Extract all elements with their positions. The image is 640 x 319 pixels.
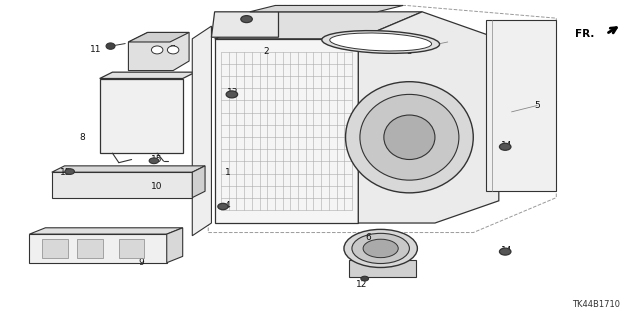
Ellipse shape xyxy=(226,91,237,98)
Bar xyxy=(77,239,103,258)
Text: TK44B1710: TK44B1710 xyxy=(572,300,620,309)
Ellipse shape xyxy=(384,115,435,160)
Ellipse shape xyxy=(322,31,440,53)
Ellipse shape xyxy=(330,33,431,51)
Ellipse shape xyxy=(344,229,417,268)
Text: 10: 10 xyxy=(152,182,163,191)
Ellipse shape xyxy=(499,248,511,255)
Polygon shape xyxy=(250,5,403,12)
Text: 12: 12 xyxy=(356,280,367,289)
Ellipse shape xyxy=(346,82,473,193)
Ellipse shape xyxy=(361,276,369,281)
Text: 4: 4 xyxy=(225,201,230,210)
Ellipse shape xyxy=(168,46,179,54)
Text: FR.: FR. xyxy=(575,29,595,39)
Text: 6: 6 xyxy=(365,233,371,242)
Ellipse shape xyxy=(499,143,511,150)
Bar xyxy=(119,239,145,258)
Text: 7: 7 xyxy=(169,45,175,55)
Text: 1: 1 xyxy=(225,168,230,177)
Text: 14: 14 xyxy=(501,141,513,150)
Polygon shape xyxy=(100,78,182,153)
Text: 13: 13 xyxy=(227,88,238,97)
Ellipse shape xyxy=(65,169,74,174)
Ellipse shape xyxy=(106,43,115,49)
Text: 15: 15 xyxy=(60,168,72,177)
Ellipse shape xyxy=(241,16,252,23)
Polygon shape xyxy=(52,166,205,172)
Text: 15: 15 xyxy=(152,155,163,164)
Text: 8: 8 xyxy=(79,133,85,142)
Polygon shape xyxy=(167,228,182,263)
Polygon shape xyxy=(29,234,167,263)
Polygon shape xyxy=(129,33,189,70)
Text: 9: 9 xyxy=(138,258,144,267)
Polygon shape xyxy=(192,166,205,197)
Polygon shape xyxy=(129,33,189,42)
Polygon shape xyxy=(29,228,182,234)
Text: 3: 3 xyxy=(406,47,412,56)
Polygon shape xyxy=(192,26,211,236)
Ellipse shape xyxy=(360,94,459,180)
Ellipse shape xyxy=(149,158,159,164)
Bar xyxy=(42,239,68,258)
Text: 11: 11 xyxy=(90,45,101,55)
Polygon shape xyxy=(214,39,358,223)
Text: 14: 14 xyxy=(501,246,513,255)
Polygon shape xyxy=(100,72,195,78)
Ellipse shape xyxy=(352,233,410,263)
Polygon shape xyxy=(358,12,499,223)
Polygon shape xyxy=(486,20,556,191)
Ellipse shape xyxy=(363,239,398,258)
Text: 5: 5 xyxy=(534,101,540,110)
Polygon shape xyxy=(214,12,422,39)
Ellipse shape xyxy=(152,46,163,54)
Polygon shape xyxy=(349,260,416,277)
Text: 14: 14 xyxy=(241,14,252,23)
Polygon shape xyxy=(52,172,192,197)
Ellipse shape xyxy=(218,203,228,210)
Text: 2: 2 xyxy=(263,47,269,56)
Polygon shape xyxy=(211,12,278,37)
